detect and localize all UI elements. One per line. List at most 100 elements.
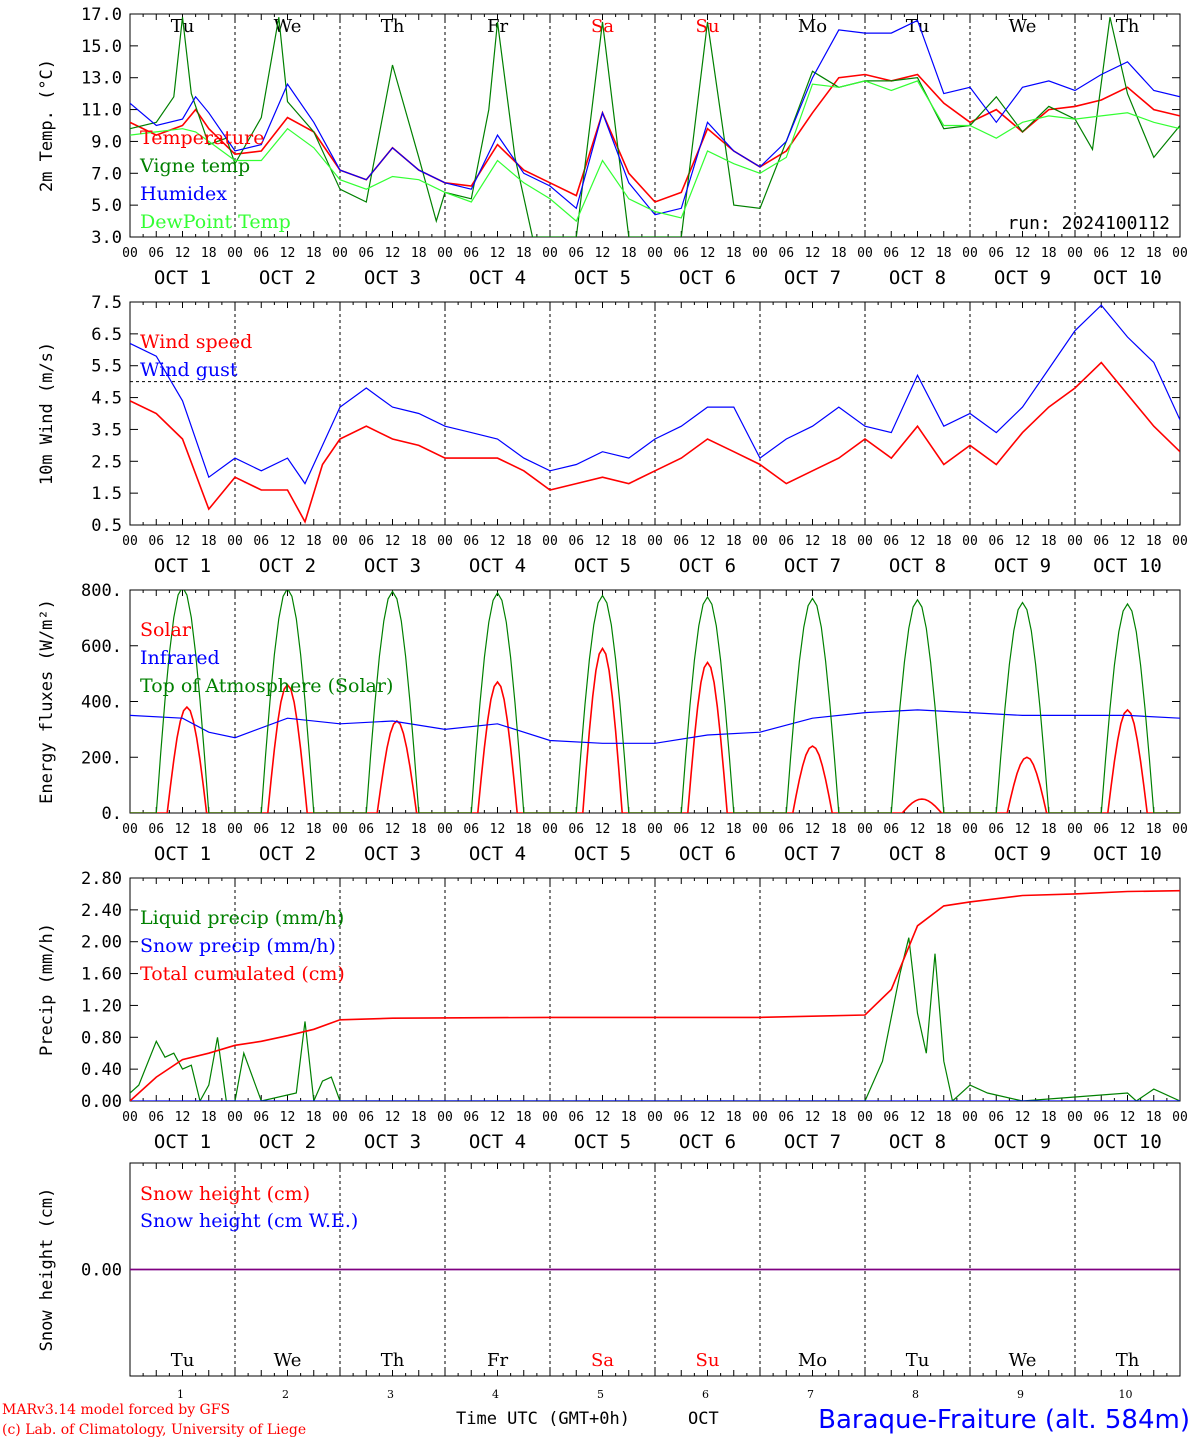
- y-tick-label: 6.5: [91, 325, 122, 345]
- hour-tick-label: 06: [778, 246, 794, 261]
- hour-tick-label: 12: [1015, 1110, 1031, 1125]
- legend-entry: Liquid precip (mm/h): [140, 907, 344, 929]
- series-line-vigne-temp: [130, 17, 1180, 237]
- hour-tick-label: 12: [595, 534, 611, 549]
- hour-tick-label: 18: [936, 1110, 952, 1125]
- legend-entry: Snow height (cm W.E.): [140, 1210, 358, 1232]
- station-label: Baraque-Fraiture (alt. 584m): [818, 1405, 1190, 1435]
- y-axis-label: Snow height (cm): [37, 1188, 57, 1352]
- hour-tick-label: 18: [1146, 534, 1162, 549]
- y-tick-label: 2.5: [91, 452, 122, 472]
- hour-tick-label: 12: [1015, 534, 1031, 549]
- hour-tick-label: 12: [175, 534, 191, 549]
- hour-tick-label: 12: [700, 1110, 716, 1125]
- hour-tick-label: 12: [175, 822, 191, 837]
- day-number-label: 8: [912, 1388, 919, 1401]
- series-line-humidex: [130, 19, 1180, 216]
- y-tick-label: 13.0: [81, 69, 122, 89]
- weekday-label: Tu: [171, 16, 195, 37]
- y-tick-label: 1.60: [81, 965, 122, 985]
- hour-tick-label: 00: [1067, 246, 1083, 261]
- legend-entry: Infrared: [140, 647, 220, 669]
- hour-tick-label: 00: [1172, 1110, 1188, 1125]
- hour-tick-label: 18: [411, 246, 427, 261]
- day-number-label: 7: [807, 1388, 814, 1401]
- chart-footer: MARv3.14 model forced by GFS (c) Lab. of…: [2, 1402, 1190, 1438]
- series-line-dewpoint-temp: [130, 80, 1180, 223]
- hour-tick-label: 18: [831, 534, 847, 549]
- weekday-label: Fr: [487, 1350, 508, 1371]
- y-tick-label: 1.5: [91, 484, 122, 504]
- y-tick-label: 2.80: [81, 869, 122, 889]
- hour-tick-label: 12: [490, 1110, 506, 1125]
- series-line-wind-speed: [130, 361, 1180, 524]
- hour-tick-label: 00: [1172, 534, 1188, 549]
- hour-tick-label: 12: [805, 246, 821, 261]
- hour-tick-label: 06: [673, 246, 689, 261]
- day-date-label: OCT 3: [364, 555, 421, 577]
- legend-entry: Humidex: [140, 183, 227, 205]
- weekday-label: Mo: [798, 1350, 827, 1371]
- day-date-label: OCT 10: [1093, 555, 1162, 577]
- hour-tick-label: 12: [490, 534, 506, 549]
- hour-tick-label: 06: [988, 822, 1004, 837]
- hour-tick-label: 06: [253, 1110, 269, 1125]
- hour-tick-label: 12: [700, 534, 716, 549]
- hour-tick-label: 00: [857, 246, 873, 261]
- hour-tick-label: 00: [647, 1110, 663, 1125]
- day-number-label: 1: [177, 1388, 184, 1401]
- y-tick-label: 5.0: [91, 196, 122, 216]
- day-date-label: OCT 5: [574, 843, 631, 865]
- hour-tick-label: 00: [437, 534, 453, 549]
- legend-entry: Snow precip (mm/h): [140, 935, 336, 957]
- day-date-label: OCT 7: [784, 555, 841, 577]
- hour-tick-label: 12: [700, 822, 716, 837]
- hour-tick-label: 06: [358, 246, 374, 261]
- day-date-label: OCT 7: [784, 267, 841, 289]
- day-date-label: OCT 1: [154, 843, 211, 865]
- hour-tick-label: 00: [647, 822, 663, 837]
- hour-tick-label: 06: [673, 1110, 689, 1125]
- hour-tick-label: 00: [647, 246, 663, 261]
- panel-1: 3.0 5.0 7.0 9.0 11.0 13.0 15.0 17.0 2m Temp. (°C…: [37, 5, 1188, 289]
- hour-tick-label: 12: [1120, 1110, 1136, 1125]
- hour-tick-label: 06: [988, 534, 1004, 549]
- hour-tick-label: 06: [463, 246, 479, 261]
- panel-4: 0.00 0.40 0.80 1.20 1.60 2.00 2.40 2.80 Precip (…: [37, 869, 1188, 1153]
- day-date-label: OCT 4: [469, 843, 526, 865]
- y-tick-label: 9.0: [91, 132, 122, 152]
- hour-tick-label: 12: [595, 822, 611, 837]
- hour-tick-label: 18: [516, 822, 532, 837]
- hour-tick-label: 18: [621, 1110, 637, 1125]
- hour-tick-label: 12: [280, 534, 296, 549]
- hour-tick-label: 06: [778, 534, 794, 549]
- hour-tick-label: 00: [857, 822, 873, 837]
- legend-entry: Wind gust: [140, 359, 238, 381]
- weekday-label: Tu: [171, 1350, 195, 1371]
- hour-tick-label: 18: [306, 1110, 322, 1125]
- time-axis-label: Time UTC (GMT+0h): [456, 1409, 630, 1429]
- hour-tick-label: 06: [358, 1110, 374, 1125]
- hour-tick-label: 12: [910, 822, 926, 837]
- hour-tick-label: 06: [778, 1110, 794, 1125]
- day-date-label: OCT 9: [994, 843, 1051, 865]
- hour-tick-label: 12: [280, 1110, 296, 1125]
- hour-tick-label: 18: [1146, 1110, 1162, 1125]
- hour-tick-label: 12: [805, 822, 821, 837]
- y-tick-label: 0.40: [81, 1060, 122, 1080]
- hour-tick-label: 18: [201, 822, 217, 837]
- day-date-label: OCT 7: [784, 1131, 841, 1153]
- day-date-label: OCT 10: [1093, 267, 1162, 289]
- hour-tick-label: 18: [1041, 822, 1057, 837]
- hour-tick-label: 12: [1120, 246, 1136, 261]
- hour-tick-label: 06: [148, 246, 164, 261]
- hour-tick-label: 18: [831, 1110, 847, 1125]
- day-date-label: OCT 2: [259, 267, 316, 289]
- hour-tick-label: 18: [621, 534, 637, 549]
- hour-tick-label: 18: [831, 822, 847, 837]
- y-axis-label: 2m Temp. (°C): [37, 59, 57, 192]
- hour-tick-label: 00: [752, 534, 768, 549]
- day-date-label: OCT 9: [994, 555, 1051, 577]
- day-date-label: OCT 1: [154, 555, 211, 577]
- hour-tick-label: 00: [227, 1110, 243, 1125]
